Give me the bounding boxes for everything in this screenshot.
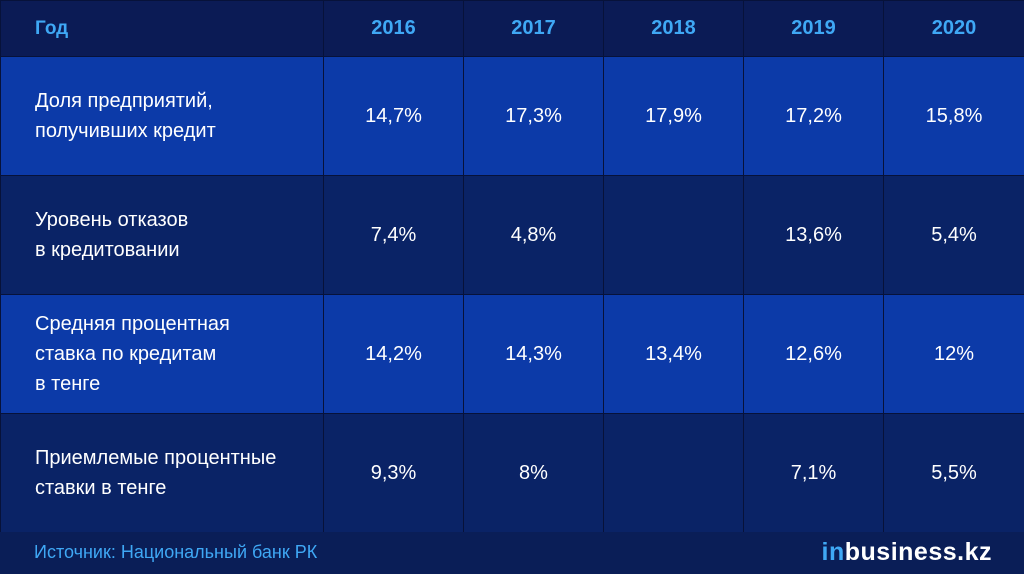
table-cell: 7,4%	[323, 175, 464, 295]
table-cell: 5,4%	[883, 175, 1024, 295]
table-cell: 9,3%	[323, 413, 464, 533]
header-cell-2017: 2017	[463, 0, 604, 57]
header-cell-2020: 2020	[883, 0, 1024, 57]
table-cell	[603, 413, 744, 533]
header-cell-2019: 2019	[743, 0, 884, 57]
brand-logo: inbusiness.kz	[822, 538, 992, 567]
header-cell-2018: 2018	[603, 0, 744, 57]
table-cell: 14,7%	[323, 56, 464, 176]
brand-logo-rest: business.kz	[844, 538, 992, 566]
brand-logo-prefix: in	[821, 538, 845, 566]
table-cell: 7,1%	[743, 413, 884, 533]
table-cell	[603, 175, 744, 295]
header-row: Год 2016 2017 2018 2019 2020	[0, 0, 1024, 57]
table-row: Уровень отказов в кредитовании 7,4% 4,8% …	[0, 175, 1024, 295]
table-cell: 17,2%	[743, 56, 884, 176]
table-row: Приемлемые процентные ставки в тенге 9,3%…	[0, 413, 1024, 533]
header-cell-2016: 2016	[323, 0, 464, 57]
table-cell: 14,2%	[323, 294, 464, 414]
row-label: Уровень отказов в кредитовании	[0, 175, 324, 295]
footer: Источник: Национальный банк РК inbusines…	[0, 532, 1024, 574]
table-cell: 12%	[883, 294, 1024, 414]
table-cell: 12,6%	[743, 294, 884, 414]
table-row: Доля предприятий, получивших кредит 14,7%…	[0, 56, 1024, 176]
table-cell: 14,3%	[463, 294, 604, 414]
row-label: Средняя процентная ставка по кредитам в те…	[0, 294, 324, 414]
row-label: Приемлемые процентные ставки в тенге	[0, 413, 324, 533]
row-label: Доля предприятий, получивших кредит	[0, 56, 324, 176]
header-cell-year-label: Год	[0, 0, 324, 57]
table-cell: 15,8%	[883, 56, 1024, 176]
table-cell: 13,4%	[603, 294, 744, 414]
table-cell: 17,3%	[463, 56, 604, 176]
table-row: Средняя процентная ставка по кредитам в те…	[0, 294, 1024, 414]
table-cell: 17,9%	[603, 56, 744, 176]
table-cell: 8%	[463, 413, 604, 533]
table-cell: 5,5%	[883, 413, 1024, 533]
source-note: Источник: Национальный банк РК	[34, 542, 318, 562]
table-cell: 13,6%	[743, 175, 884, 295]
credit-table: Год 2016 2017 2018 2019 2020 Доля предпр…	[0, 0, 1024, 533]
table-cell: 4,8%	[463, 175, 604, 295]
